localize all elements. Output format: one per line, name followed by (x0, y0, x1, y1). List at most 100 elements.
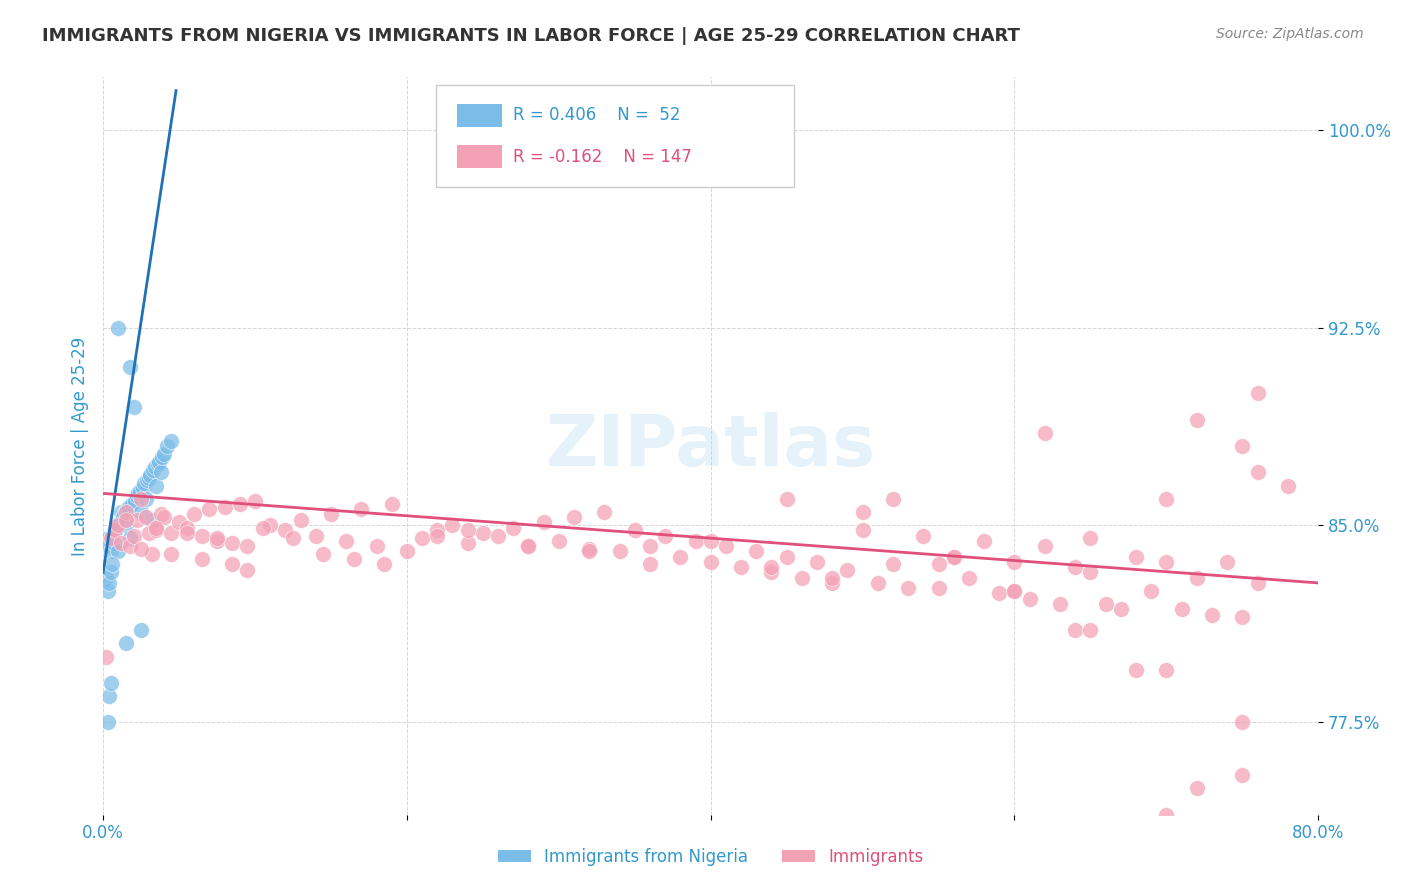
Point (97, 583, 120, 598)
Point (107, 320, 129, 334)
Point (1185, 781, 1208, 796)
Point (837, 563, 859, 577)
Point (1246, 575, 1268, 590)
Point (1049, 597, 1071, 611)
Point (988, 586, 1011, 600)
Point (145, 523, 167, 537)
Point (115, 513, 138, 527)
Point (1185, 571, 1208, 585)
Point (138, 470, 160, 484)
Point (1094, 597, 1116, 611)
Point (669, 549, 692, 564)
Point (129, 541, 152, 556)
Point (312, 547, 335, 561)
Point (107, 518, 129, 533)
Point (112, 508, 135, 522)
Point (129, 505, 152, 519)
Point (120, 359, 142, 374)
Point (578, 544, 600, 558)
Point (1232, 768, 1254, 782)
Point (150, 450, 173, 464)
Point (761, 566, 783, 580)
Point (761, 560, 783, 574)
Point (146, 458, 169, 472)
Point (98, 539, 121, 553)
Point (517, 539, 540, 553)
Point (623, 523, 645, 537)
Point (730, 560, 752, 574)
Point (350, 502, 373, 516)
Point (136, 473, 159, 487)
Point (973, 533, 995, 548)
Point (131, 481, 153, 495)
Point (335, 533, 357, 548)
Point (252, 521, 274, 535)
Point (100, 531, 122, 545)
Point (942, 549, 965, 564)
Text: R = 0.406    N =  52: R = 0.406 N = 52 (513, 106, 681, 124)
Point (167, 516, 190, 530)
Point (1018, 591, 1040, 606)
Point (107, 544, 129, 558)
Point (1080, 624, 1102, 638)
Point (149, 508, 172, 522)
Point (176, 525, 198, 540)
Point (104, 523, 127, 537)
Point (775, 491, 797, 506)
Point (176, 521, 198, 535)
Point (1156, 663, 1178, 677)
Point (236, 539, 259, 553)
Point (882, 491, 904, 506)
Point (122, 400, 145, 414)
Point (120, 531, 142, 545)
Point (160, 434, 183, 448)
Point (486, 528, 509, 542)
Point (790, 571, 813, 585)
Point (1109, 602, 1132, 616)
Point (562, 510, 585, 524)
Point (1004, 583, 1026, 598)
Point (366, 539, 388, 553)
Point (806, 555, 828, 569)
Point (145, 478, 167, 492)
Point (120, 539, 142, 553)
Point (205, 533, 228, 548)
Point (103, 536, 125, 550)
Point (100, 566, 122, 580)
Point (638, 539, 661, 553)
Point (547, 533, 569, 548)
Point (1140, 583, 1163, 598)
Point (1125, 663, 1147, 677)
Point (699, 555, 721, 569)
Point (98, 689, 121, 703)
Point (141, 547, 163, 561)
Point (821, 575, 844, 590)
Point (138, 525, 160, 540)
Point (96, 649, 118, 664)
Point (1033, 539, 1056, 553)
Point (928, 558, 950, 572)
Point (426, 523, 449, 537)
Point (125, 489, 148, 503)
Point (122, 528, 145, 542)
Point (135, 510, 157, 524)
Point (115, 505, 138, 519)
Point (319, 508, 342, 522)
Point (274, 523, 297, 537)
Point (141, 513, 163, 527)
Point (111, 510, 134, 524)
Point (1232, 715, 1254, 730)
Point (471, 525, 494, 540)
Point (143, 460, 166, 475)
Point (928, 581, 950, 595)
Point (117, 502, 139, 516)
Point (229, 497, 252, 511)
Point (101, 528, 124, 542)
Point (457, 523, 479, 537)
Point (775, 549, 797, 564)
Point (1156, 555, 1178, 569)
Point (160, 547, 183, 561)
Point (198, 502, 221, 516)
Point (1125, 549, 1147, 564)
Legend: Immigrants from Nigeria, Immigrants: Immigrants from Nigeria, Immigrants (491, 841, 931, 872)
